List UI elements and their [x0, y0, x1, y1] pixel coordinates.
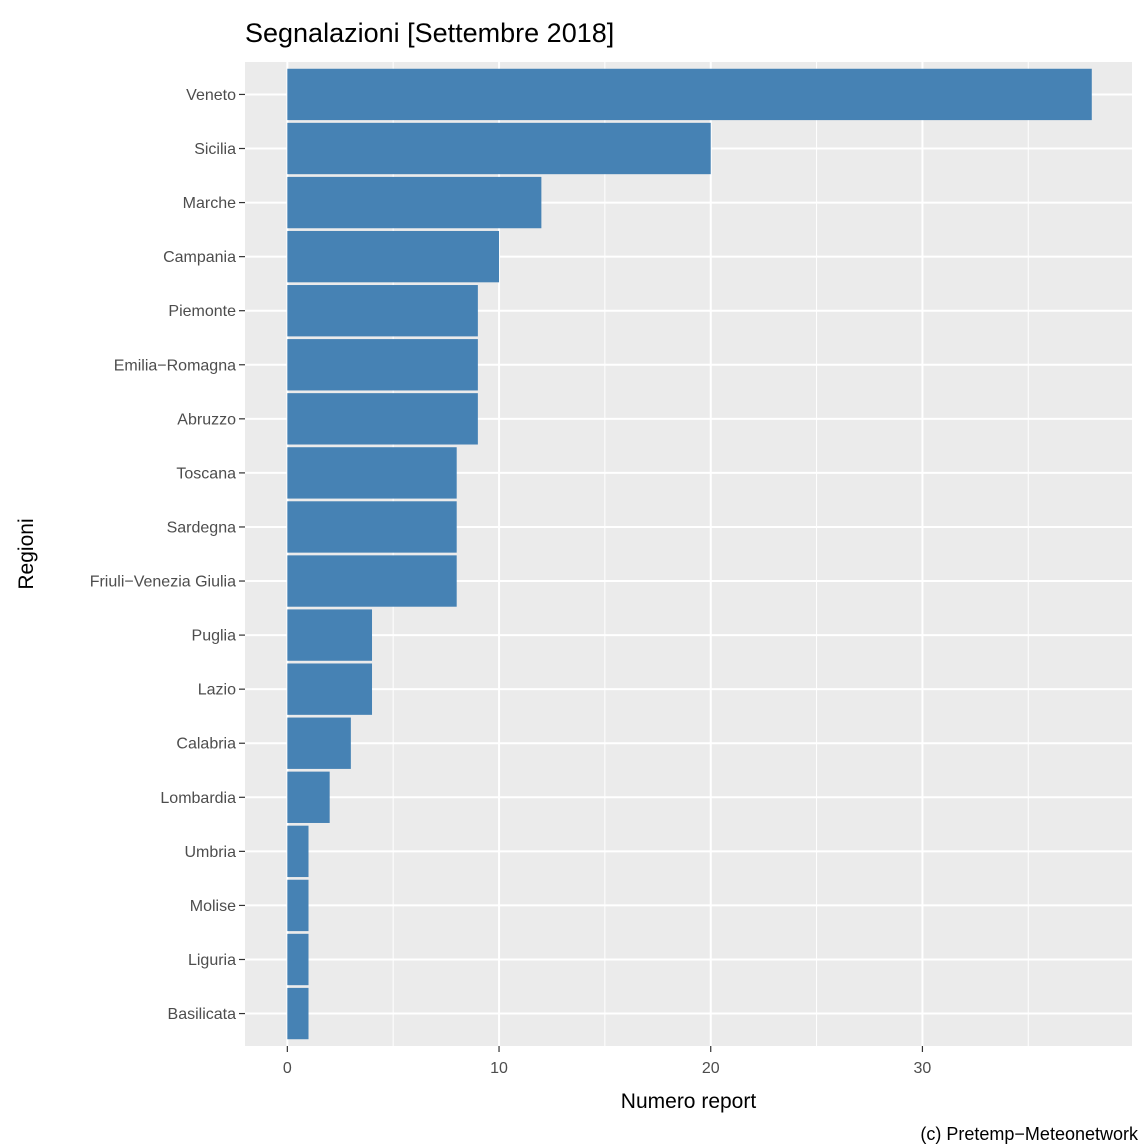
- bar: [287, 122, 711, 175]
- chart-title: Segnalazioni [Settembre 2018]: [245, 18, 614, 48]
- bar: [287, 609, 373, 661]
- bar: [287, 663, 373, 715]
- x-tick-label: 10: [490, 1060, 508, 1077]
- chart-caption: (c) Pretemp−Meteonetwork: [920, 1124, 1139, 1144]
- y-tick-label: Sardegna: [167, 519, 236, 536]
- bar: [287, 555, 457, 607]
- y-tick-label: Basilicata: [168, 1006, 237, 1023]
- y-tick-label: Friuli−Venezia Giulia: [90, 574, 236, 591]
- x-tick-label: 30: [914, 1060, 932, 1077]
- y-axis-title: Regioni: [15, 518, 38, 589]
- x-tick-label: 0: [283, 1060, 292, 1077]
- y-tick-label: Veneto: [186, 87, 236, 104]
- bar: [287, 933, 309, 986]
- y-tick-label: Puglia: [192, 628, 237, 645]
- y-tick-label: Abruzzo: [177, 411, 236, 428]
- bar: [287, 879, 309, 932]
- bar: [287, 393, 478, 445]
- y-tick-label: Molise: [190, 898, 236, 915]
- bar: [287, 825, 309, 878]
- x-axis: 0 10 20 30: [283, 1046, 932, 1077]
- y-tick-label: Sicilia: [194, 141, 236, 158]
- y-tick-label: Marche: [183, 195, 236, 212]
- bar: [287, 771, 330, 823]
- bar: [287, 717, 351, 769]
- y-tick-label: Calabria: [176, 736, 236, 753]
- bar: [287, 339, 478, 391]
- y-tick-label: Umbria: [184, 844, 236, 861]
- y-tick-label: Liguria: [188, 952, 236, 969]
- y-tick-label: Piemonte: [168, 303, 236, 320]
- y-tick-label: Toscana: [176, 465, 236, 482]
- bar: [287, 285, 478, 337]
- bars: [287, 68, 1092, 1040]
- y-axis: Veneto Sicilia Marche Campania Piemonte Emili…: [90, 87, 245, 1023]
- x-tick-label: 20: [702, 1060, 720, 1077]
- bar: [287, 987, 309, 1040]
- bar: [287, 447, 457, 499]
- y-tick-label: Emilia−Romagna: [114, 357, 236, 374]
- y-tick-label: Campania: [163, 249, 236, 266]
- bar: [287, 176, 542, 229]
- y-tick-label: Lombardia: [160, 790, 236, 807]
- bar: [287, 501, 457, 553]
- x-axis-title: Numero report: [621, 1090, 757, 1113]
- y-tick-label: Lazio: [198, 682, 236, 699]
- bar: [287, 68, 1092, 121]
- bar: [287, 230, 500, 283]
